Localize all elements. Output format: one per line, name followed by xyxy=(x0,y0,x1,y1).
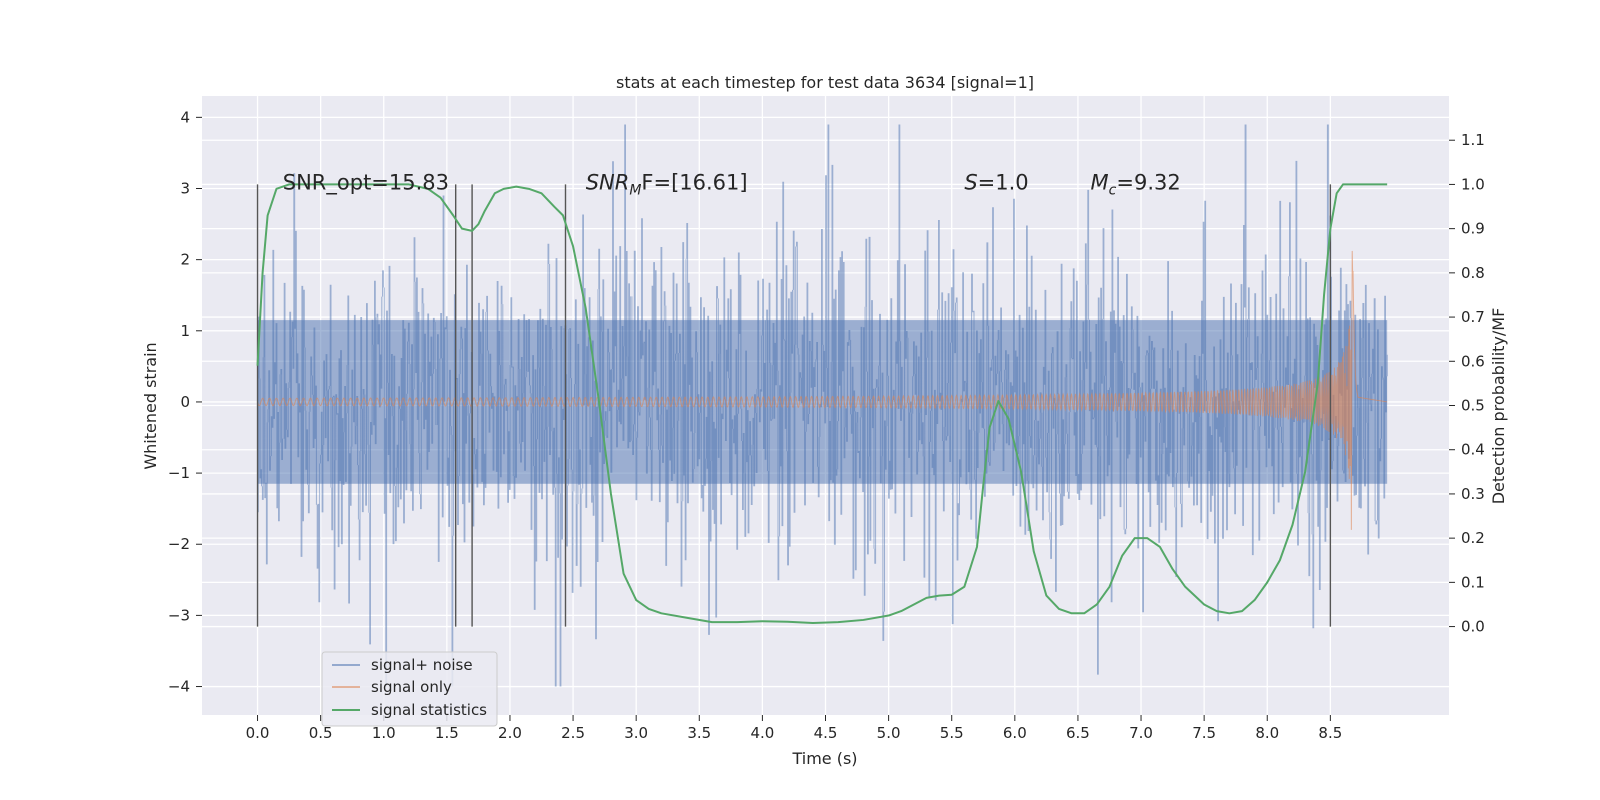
x-tick-label: 1.0 xyxy=(372,724,396,742)
x-tick-label: 7.0 xyxy=(1129,724,1153,742)
x-axis-ticks: 0.0 0.5 1.0 1.5 2.0 2.5 3.0 3.5 4.0 4.5 5.0 5.5 6.0 6… xyxy=(246,715,1342,742)
x-tick-label: 7.5 xyxy=(1192,724,1216,742)
x-tick-label: 4.0 xyxy=(750,724,774,742)
x-tick-label: 8.0 xyxy=(1255,724,1279,742)
y-axis-ticks: 4 3 2 1 0 −1 −2 −3 −4 xyxy=(168,108,202,696)
x-tick-label: 6.5 xyxy=(1066,724,1090,742)
right-axis-label: Detection probability/MF xyxy=(1489,308,1508,505)
x-tick-label: 8.5 xyxy=(1318,724,1342,742)
noise-core xyxy=(257,320,1388,484)
right-tick-label: 0.7 xyxy=(1461,308,1485,326)
y-tick-label: 2 xyxy=(180,251,190,269)
x-tick-label: 4.5 xyxy=(814,724,838,742)
y-tick-label: −2 xyxy=(168,535,190,553)
right-tick-label: 0.8 xyxy=(1461,264,1485,282)
y-tick-label: 3 xyxy=(180,179,190,197)
right-tick-label: 0.6 xyxy=(1461,352,1485,370)
x-tick-label: 5.0 xyxy=(877,724,901,742)
x-tick-label: 3.0 xyxy=(624,724,648,742)
y-tick-label: 0 xyxy=(180,393,190,411)
right-tick-label: 0.4 xyxy=(1461,441,1485,459)
x-tick-label: 2.0 xyxy=(498,724,522,742)
statistics-line xyxy=(256,183,1388,625)
x-tick-label: 2.5 xyxy=(561,724,585,742)
x-tick-label: 0.0 xyxy=(246,724,270,742)
legend-label-stats: signal statistics xyxy=(371,701,487,719)
x-tick-label: 3.5 xyxy=(687,724,711,742)
right-tick-label: 1.1 xyxy=(1461,131,1485,149)
y-tick-label: 4 xyxy=(180,108,190,126)
right-tick-label: 0.5 xyxy=(1461,397,1485,415)
annotation-s: S=1.0 xyxy=(964,170,1028,194)
vertical-markers xyxy=(256,184,1332,627)
legend-box xyxy=(321,651,498,727)
right-tick-label: 0.1 xyxy=(1461,573,1485,591)
right-tick-label: 1.0 xyxy=(1461,175,1485,193)
legend-label-noise: signal+ noise xyxy=(371,656,473,674)
annotation-mc: Mc=9.32 xyxy=(1091,170,1181,198)
x-axis-label: Time (s) xyxy=(791,749,857,768)
x-tick-label: 1.5 xyxy=(435,724,459,742)
chart-title: stats at each timestep for test data 363… xyxy=(616,73,1034,92)
y-tick-label: −4 xyxy=(168,678,190,696)
x-tick-label: 6.0 xyxy=(1003,724,1027,742)
y-tick-label: −3 xyxy=(168,606,190,624)
right-tick-label: 0.0 xyxy=(1461,618,1485,636)
x-tick-label: 0.5 xyxy=(309,724,333,742)
y-axis-label: Whitened strain xyxy=(141,342,160,469)
right-tick-label: 0.9 xyxy=(1461,220,1485,238)
right-tick-label: 0.3 xyxy=(1461,485,1485,503)
x-tick-label: 5.5 xyxy=(940,724,964,742)
annotations: SNR_opt=15.83 SNRMF=[16.61] S=1.0 Mc=9.32 xyxy=(283,170,1181,198)
signal-trace xyxy=(257,250,1388,530)
right-tick-label: 0.2 xyxy=(1461,529,1485,547)
annotation-snr_mf: SNRMF=[16.61] xyxy=(586,170,748,198)
right-axis-ticks: 1.1 1.0 0.9 0.8 0.7 0.6 0.5 0.4 0.3 0.2 0.1 0.0 xyxy=(1449,131,1485,636)
y-tick-label: −1 xyxy=(168,464,190,482)
series-signal-only xyxy=(257,250,1388,530)
series-signal-statistics xyxy=(256,183,1388,625)
annotation-snr_opt: SNR_opt=15.83 xyxy=(283,170,449,195)
legend: signal+ noise signal only signal statist… xyxy=(321,651,498,727)
y-tick-label: 1 xyxy=(180,322,190,340)
legend-label-signal: signal only xyxy=(371,678,452,696)
